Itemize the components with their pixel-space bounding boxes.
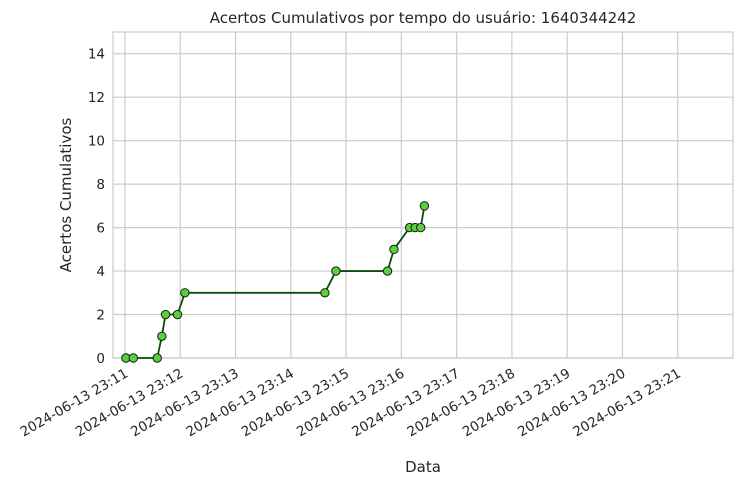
data-point — [160, 309, 171, 320]
data-point — [152, 353, 162, 363]
data-point — [157, 331, 167, 341]
data-point — [382, 266, 393, 276]
grid — [113, 32, 733, 359]
series-group — [121, 201, 430, 363]
data-point — [419, 201, 430, 211]
x-axis-label: Data — [405, 458, 441, 476]
plot-frame — [112, 31, 734, 359]
data-point — [180, 288, 190, 298]
y-tick-label: 8 — [96, 177, 105, 193]
data-point — [415, 222, 426, 233]
data-point — [172, 309, 183, 320]
y-axis-ticks: 0 2 4 6 8 10 12 14 — [88, 47, 105, 367]
y-tick-label: 6 — [96, 221, 105, 237]
chart-title: Acertos Cumulativos por tempo do usuário… — [210, 9, 637, 27]
data-point — [389, 244, 399, 255]
data-point — [320, 288, 330, 298]
y-tick-label: 0 — [96, 351, 105, 367]
y-tick-label: 14 — [88, 47, 105, 63]
y-tick-label: 4 — [96, 264, 105, 280]
data-point — [331, 266, 341, 276]
y-axis-label: Acertos Cumulativos — [57, 117, 75, 272]
data-point — [128, 353, 138, 363]
series-line — [125, 205, 426, 359]
y-tick-label: 10 — [88, 134, 105, 150]
y-tick-label: 12 — [88, 90, 105, 106]
y-tick-label: 2 — [96, 308, 105, 324]
